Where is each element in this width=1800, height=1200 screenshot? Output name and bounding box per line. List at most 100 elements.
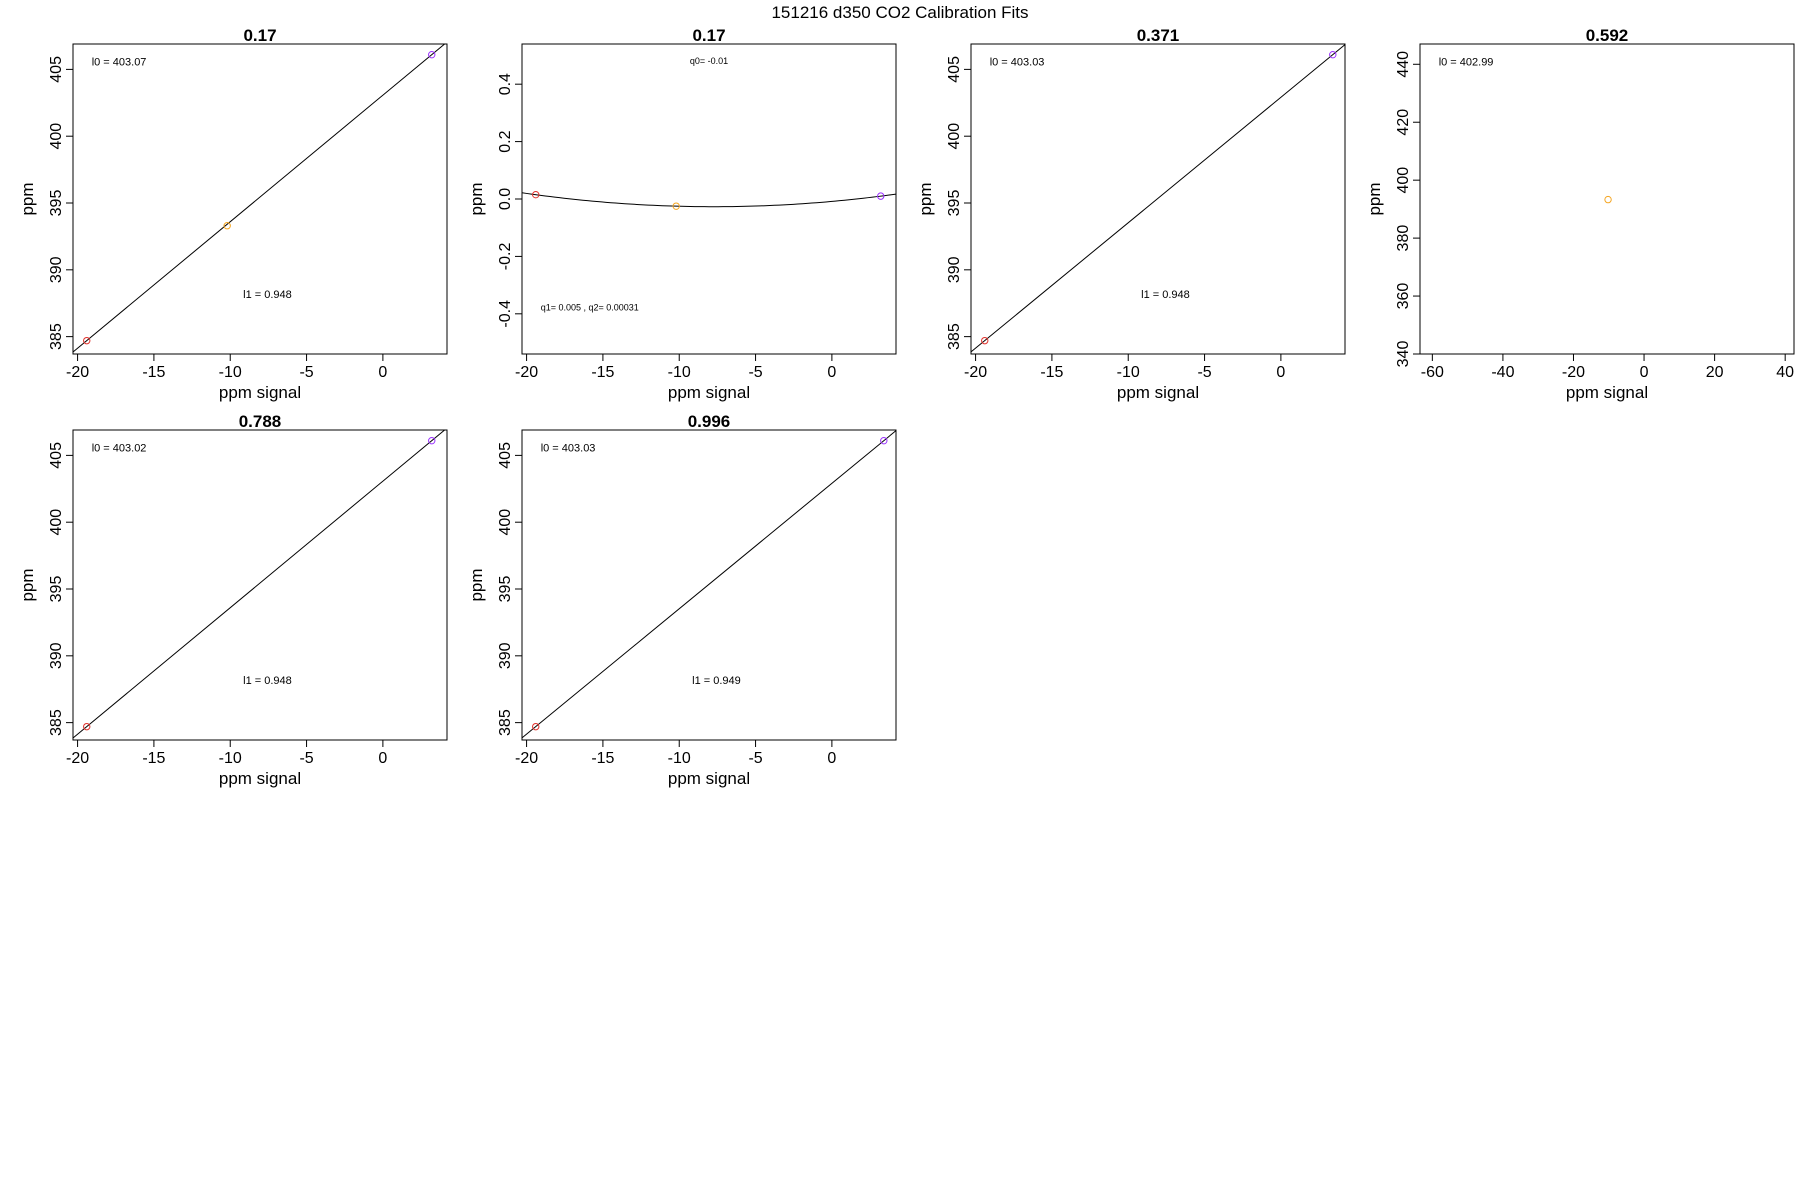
y-tick-label: 340 xyxy=(1395,341,1412,368)
y-tick-label: 395 xyxy=(497,576,514,603)
y-tick-label: 405 xyxy=(497,442,514,469)
data-point xyxy=(1329,50,1337,59)
fit-annotation: l0 = 403.07 xyxy=(92,57,147,69)
y-tick-label: 385 xyxy=(946,323,963,350)
x-tick-label: -60 xyxy=(1421,364,1444,381)
fit-annotation: l0 = 402.99 xyxy=(1439,57,1494,69)
fit-annotation: l1 = 0.948 xyxy=(243,675,292,687)
x-tick-label: -10 xyxy=(1117,364,1140,381)
x-tick-label: -15 xyxy=(591,750,614,767)
y-tick-label: 0.0 xyxy=(497,188,514,210)
y-tick-label: 400 xyxy=(1395,167,1412,194)
x-axis-label: ppm signal xyxy=(1117,383,1199,402)
y-tick-label: 400 xyxy=(946,123,963,150)
fit-annotation: l1 = 0.948 xyxy=(1141,289,1190,301)
data-point xyxy=(1604,195,1612,204)
y-tick-label: 400 xyxy=(48,123,65,150)
plot-frame xyxy=(970,43,1346,355)
panels-container: 0.17 -20 -15 -10 -5 0 385 390 395 400 405 ppm signa… xyxy=(18,26,1795,788)
x-axis-label: ppm signal xyxy=(219,769,301,788)
x-tick-label: -20 xyxy=(515,750,538,767)
panel-4: 0.592 -60 -40 -20 0 20 40 340 360 380 400 420 440 ppm… xyxy=(1365,26,1795,402)
y-axis-label: ppm xyxy=(18,568,37,601)
x-tick-label: -15 xyxy=(142,750,165,767)
panel-title: 0.788 xyxy=(239,412,282,431)
x-tick-label: -15 xyxy=(591,364,614,381)
y-tick-label: 400 xyxy=(48,509,65,536)
panel-title: 0.996 xyxy=(688,412,731,431)
y-tick-label: 395 xyxy=(946,190,963,217)
data-point xyxy=(428,50,436,59)
y-tick-label: 390 xyxy=(497,642,514,669)
y-tick-label: 390 xyxy=(48,642,65,669)
x-tick-label: 0 xyxy=(1276,364,1285,381)
panel-2: 0.17 -20 -15 -10 -5 0 -0.4 -0.2 0.0 0.2 0.4 ppm sig… xyxy=(467,26,897,402)
y-tick-label: 390 xyxy=(946,256,963,283)
x-tick-label: -20 xyxy=(1562,364,1585,381)
panel-title: 0.17 xyxy=(692,26,725,45)
data-point xyxy=(223,222,231,230)
y-tick-label: 380 xyxy=(1395,225,1412,252)
y-tick-label: 405 xyxy=(48,442,65,469)
panel-6: 0.996 -20 -15 -10 -5 0 385 390 395 400 405 ppm sign… xyxy=(467,412,897,788)
x-tick-label: -20 xyxy=(964,364,987,381)
plot-frame xyxy=(521,429,897,741)
fit-annotation: q0= -0.01 xyxy=(690,56,728,66)
x-tick-label: -15 xyxy=(1040,364,1063,381)
x-tick-label: 0 xyxy=(378,750,387,767)
y-tick-label: 405 xyxy=(946,56,963,83)
x-tick-label: -20 xyxy=(66,750,89,767)
x-tick-label: -5 xyxy=(1197,364,1211,381)
x-tick-label: 20 xyxy=(1706,364,1724,381)
plot-frame xyxy=(72,429,448,741)
fit-line xyxy=(522,430,896,739)
x-axis-label: ppm signal xyxy=(668,769,750,788)
fit-annotation: l0 = 403.03 xyxy=(541,443,596,455)
data-point xyxy=(83,722,91,731)
y-tick-label: 420 xyxy=(1395,109,1412,136)
y-tick-label: 0.4 xyxy=(497,73,514,95)
x-axis-label: ppm signal xyxy=(1566,383,1648,402)
y-axis-label: ppm xyxy=(916,182,935,215)
x-tick-label: -15 xyxy=(142,364,165,381)
y-axis-label: ppm xyxy=(18,182,37,215)
data-point xyxy=(532,722,540,731)
fit-line xyxy=(73,44,446,353)
x-tick-label: 0 xyxy=(1640,364,1649,381)
panel-title: 0.17 xyxy=(243,26,276,45)
data-point xyxy=(672,202,680,210)
panel-title: 0.592 xyxy=(1586,26,1629,45)
x-tick-label: -10 xyxy=(668,750,691,767)
y-tick-label: 395 xyxy=(48,190,65,217)
y-axis-label: ppm xyxy=(1365,182,1384,215)
y-tick-label: 385 xyxy=(48,709,65,736)
panel-1: 0.17 -20 -15 -10 -5 0 385 390 395 400 405 ppm signa… xyxy=(18,26,448,402)
figure-title: 151216 d350 CO2 Calibration Fits xyxy=(771,3,1028,22)
x-tick-label: -10 xyxy=(219,750,242,767)
x-tick-label: -5 xyxy=(299,364,313,381)
x-axis-label: ppm signal xyxy=(668,383,750,402)
panel-3: 0.371 -20 -15 -10 -5 0 385 390 395 400 405 ppm sign… xyxy=(916,26,1346,402)
fit-line xyxy=(971,44,1345,353)
x-axis-label: ppm signal xyxy=(219,383,301,402)
panel-5: 0.788 -20 -15 -10 -5 0 385 390 395 400 405 ppm sign… xyxy=(18,412,448,788)
data-point xyxy=(532,190,540,199)
y-axis-label: ppm xyxy=(467,568,486,601)
data-point xyxy=(880,436,888,445)
y-tick-label: 390 xyxy=(48,256,65,283)
fit-annotation: q1= 0.005 , q2= 0.00031 xyxy=(541,303,639,313)
y-tick-label: 395 xyxy=(48,576,65,603)
x-tick-label: -20 xyxy=(66,364,89,381)
data-point xyxy=(877,192,885,200)
data-point xyxy=(981,336,989,345)
data-point xyxy=(428,436,436,445)
y-tick-label: -0.2 xyxy=(497,243,514,271)
panel-title: 0.371 xyxy=(1137,26,1180,45)
y-tick-label: 385 xyxy=(48,323,65,350)
data-point xyxy=(83,336,91,345)
plot-frame xyxy=(72,43,448,355)
x-tick-label: 0 xyxy=(827,750,836,767)
fit-annotation: l1 = 0.949 xyxy=(692,675,741,687)
